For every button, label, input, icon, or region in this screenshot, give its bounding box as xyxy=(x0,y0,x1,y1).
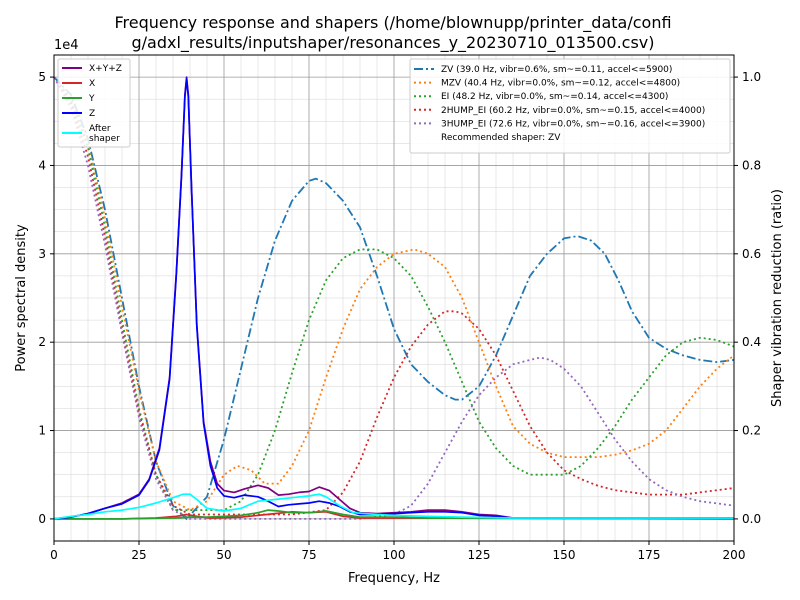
psd-series-line-3 xyxy=(53,78,734,520)
x-tick-label: 75 xyxy=(301,548,316,562)
legend-left-label: Y xyxy=(88,94,95,104)
legend-right: ZV (39.0 Hz, vibr=0.6%, sm~=0.11, accel<… xyxy=(409,58,731,154)
y2-tick-label: 0.4 xyxy=(742,335,761,349)
chart-title-line-2: g/adxl_results/inputshaper/resonances_y_… xyxy=(132,33,655,53)
psd-series-line-1 xyxy=(54,510,735,520)
x-tick-label: 200 xyxy=(723,548,746,562)
y-tick-label: 5 xyxy=(38,70,46,84)
y-offset-label: 1e4 xyxy=(54,38,79,53)
shaper-series-line-4 xyxy=(53,76,735,520)
x-tick-label: 50 xyxy=(216,548,231,562)
y-tick-label: 0 xyxy=(38,512,46,526)
legend-left-box xyxy=(57,58,131,148)
y2-tick-label: 0.6 xyxy=(742,247,761,261)
x-tick-label: 150 xyxy=(553,548,576,562)
y-tick-label: 3 xyxy=(38,247,46,261)
legend-right-label: ZV (39.0 Hz, vibr=0.6%, sm~=0.11, accel<… xyxy=(441,65,672,75)
x-tick-label: 100 xyxy=(383,548,406,562)
legend-right-box xyxy=(409,58,731,154)
psd-series-line-2 xyxy=(54,509,735,520)
legend-left-label: X+Y+Z xyxy=(89,64,122,74)
psd-series-line-4 xyxy=(53,493,734,520)
y-tick-label: 1 xyxy=(38,424,46,438)
x-tick-label: 125 xyxy=(468,548,491,562)
y2-tick-label: 0.8 xyxy=(742,158,761,172)
legend-left-label: Z xyxy=(89,109,95,119)
chart-title-line-1: Frequency response and shapers (/home/bl… xyxy=(114,13,671,33)
x-tick-label: 0 xyxy=(50,548,58,562)
y2-tick-label: 0.0 xyxy=(742,512,761,526)
y-axis-label: Power spectral density xyxy=(14,224,29,372)
y2-tick-label: 1.0 xyxy=(742,70,761,84)
legend-right-label: MZV (40.4 Hz, vibr=0.0%, sm~=0.12, accel… xyxy=(441,79,680,89)
shaper-series-line-0 xyxy=(53,76,735,521)
legend-right-label: EI (48.2 Hz, vibr=0.0%, sm~=0.14, accel<… xyxy=(441,92,668,102)
y-tick-label: 2 xyxy=(38,335,46,349)
x-tick-label: 25 xyxy=(131,548,146,562)
x-axis-label: Frequency, Hz xyxy=(348,571,440,586)
y-tick-label: 4 xyxy=(38,158,46,172)
legend-left-label: X xyxy=(89,79,95,89)
y2-axis-label: Shaper vibration reduction (ratio) xyxy=(770,189,785,407)
plot-series xyxy=(53,76,735,521)
shaper-series-line-1 xyxy=(53,76,735,512)
legend-left-label: After shaper xyxy=(89,124,120,144)
legend-left: X+Y+Z XYZ After shaper xyxy=(57,58,131,148)
legend-right-label: 3HUMP_EI (72.6 Hz, vibr=0.0%, sm~=0.16, … xyxy=(441,119,705,129)
shaper-series-line-2 xyxy=(53,76,735,511)
recommended-shaper-text: Recommended shaper: ZV xyxy=(441,133,561,143)
axes: 0 25 50 75 100 125 150 175 200 0 1 2 3 4 5 0.0 0.2 0.4 0.6… xyxy=(38,70,761,562)
legend-right-label: 2HUMP_EI (60.2 Hz, vibr=0.0%, sm~=0.15, … xyxy=(441,106,705,116)
x-tick-label: 175 xyxy=(638,548,661,562)
y2-tick-label: 0.2 xyxy=(742,424,761,438)
